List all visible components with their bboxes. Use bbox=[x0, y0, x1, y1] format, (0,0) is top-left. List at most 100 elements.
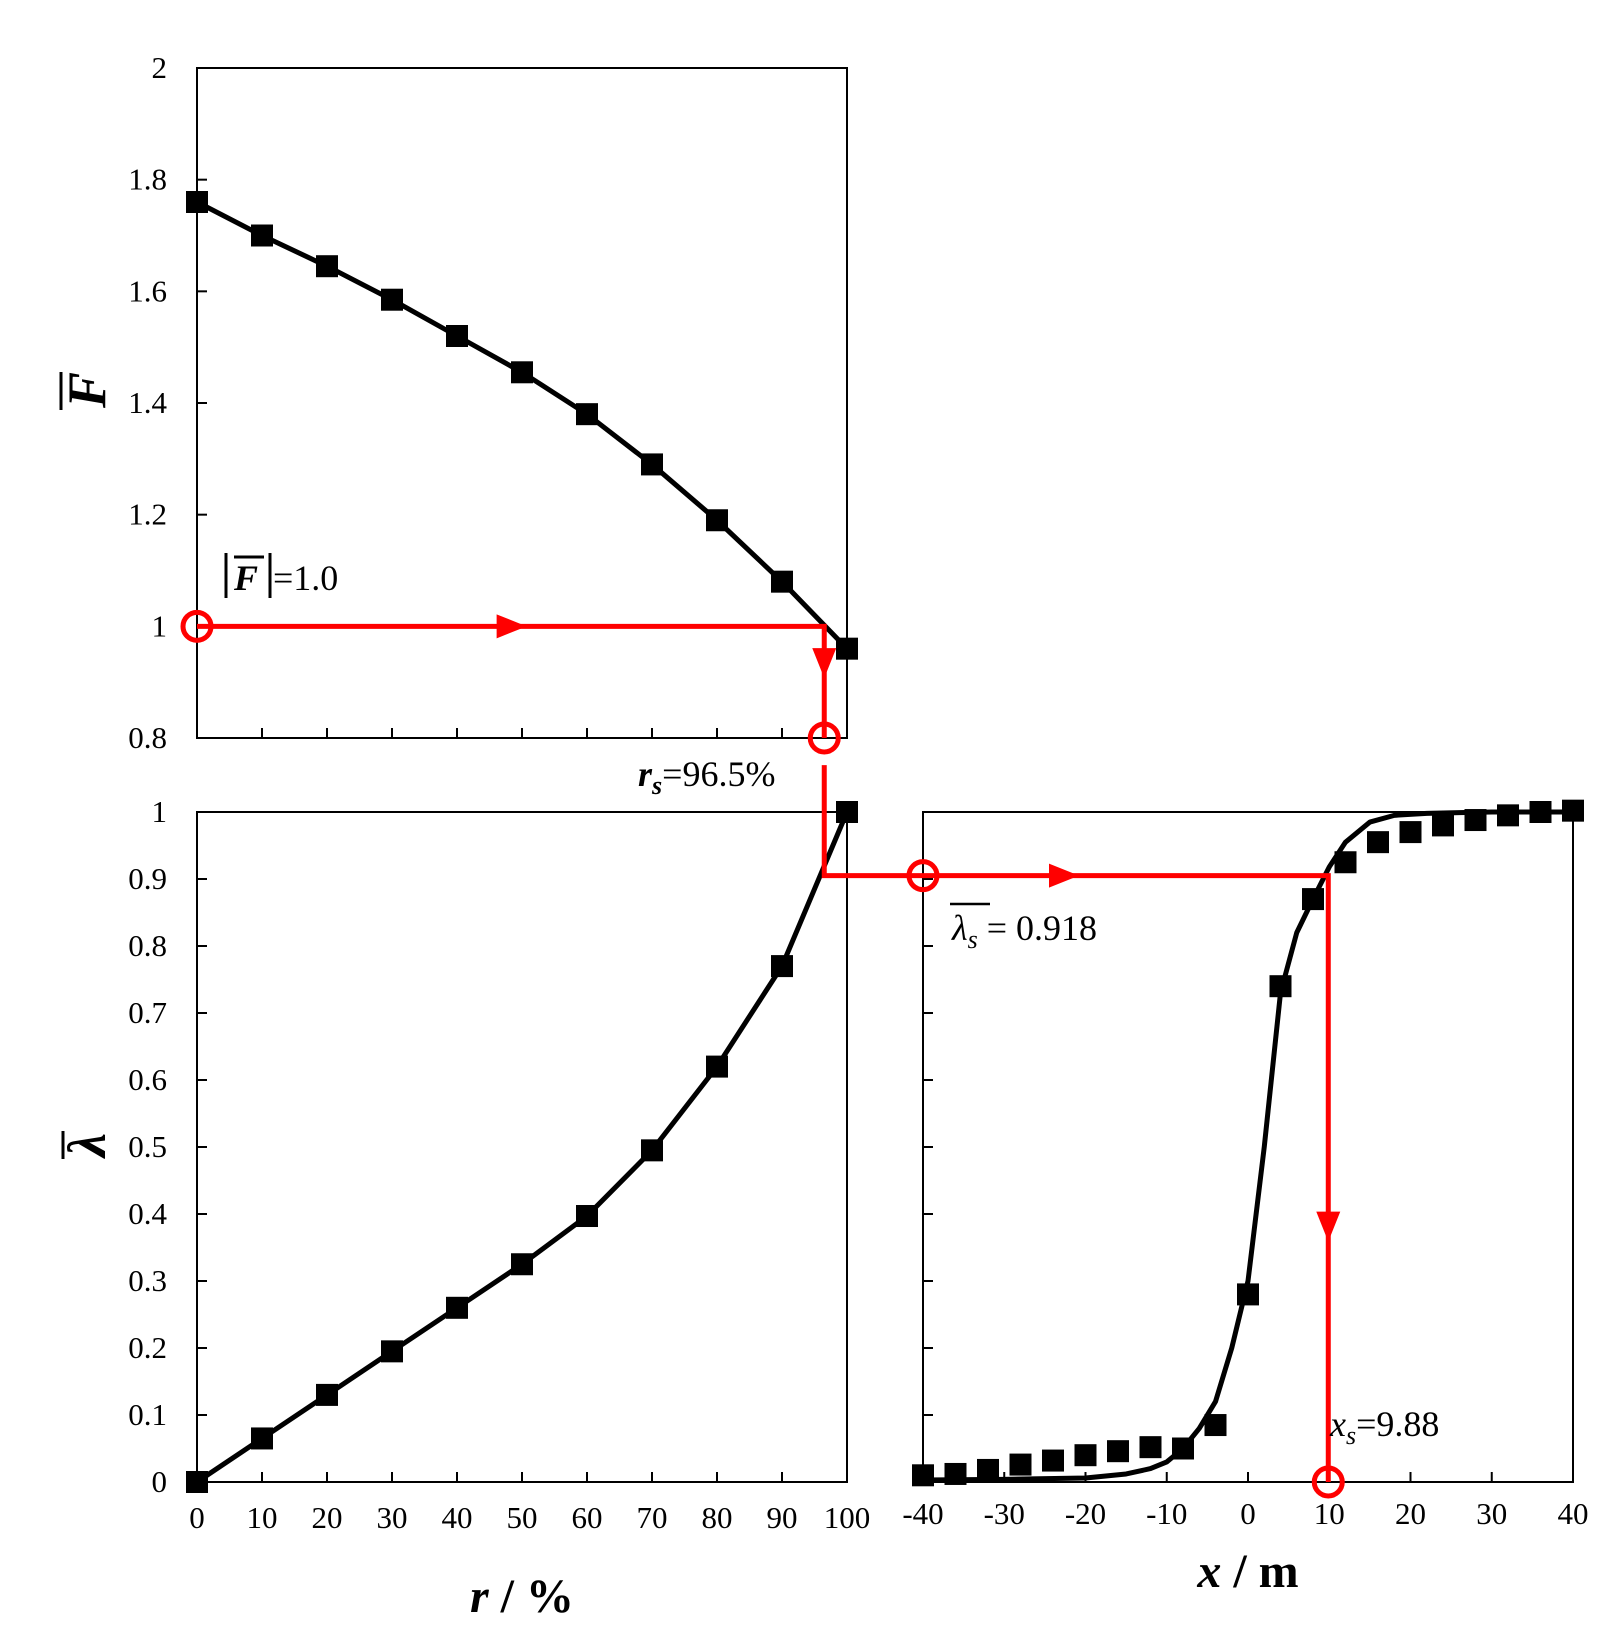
marker-circle bbox=[1311, 1465, 1345, 1499]
data-point-marker bbox=[836, 801, 858, 823]
series-bottom-right bbox=[912, 799, 1584, 1487]
data-point-marker bbox=[576, 1205, 598, 1228]
data-point-marker bbox=[446, 1296, 468, 1319]
y-label-top: F bbox=[57, 372, 117, 410]
annotation-lambda-s-text: λs = 0.918 bbox=[951, 908, 1097, 954]
x-tick-label: 10 bbox=[1314, 1496, 1345, 1531]
data-point-marker bbox=[1139, 1436, 1162, 1459]
panel-bottom-left: 0 0.1 0.2 0.3 0.4 0.5 0.6 0.7 0.8 0.9 1 0 10 20 30 40 5… bbox=[57, 794, 870, 1623]
x-tick-label: 80 bbox=[702, 1500, 733, 1535]
y-tick-label: 0.7 bbox=[128, 995, 167, 1030]
data-point-marker bbox=[706, 1055, 728, 1078]
x-ticks-top bbox=[196, 728, 848, 738]
arrow-head bbox=[496, 614, 527, 639]
data-point-marker bbox=[1432, 814, 1454, 837]
x-tick-label: 60 bbox=[572, 1500, 603, 1535]
y-tick-label: 0 bbox=[152, 1464, 168, 1499]
y-tick-label: 0.2 bbox=[128, 1330, 167, 1365]
data-point-marker bbox=[316, 1383, 338, 1406]
annotation-rs: rs=96.5% bbox=[638, 754, 775, 800]
data-point-marker bbox=[511, 361, 533, 384]
data-point-marker bbox=[641, 1139, 663, 1162]
data-point-marker bbox=[1302, 888, 1324, 911]
arrow-head bbox=[812, 648, 837, 679]
x-tick-label: 100 bbox=[824, 1500, 871, 1535]
annotation-F: F =1.0 bbox=[224, 553, 338, 598]
red-path-bottom-right bbox=[923, 873, 1331, 1482]
data-point-marker bbox=[251, 224, 273, 247]
data-point-marker bbox=[1172, 1437, 1194, 1460]
series-line bbox=[922, 809, 1573, 1483]
x-ticks-bottom-right: -40 -30 -20 -10 0 10 20 30 40 bbox=[902, 1472, 1589, 1531]
arrow-head bbox=[1049, 863, 1079, 888]
y-tick-label: 0.9 bbox=[128, 861, 167, 896]
series-top bbox=[186, 191, 858, 660]
data-point-marker bbox=[316, 255, 338, 278]
plot-frame-bottom-left bbox=[196, 811, 848, 1483]
data-point-marker bbox=[1562, 799, 1584, 822]
y-tick-label: 1.4 bbox=[128, 385, 167, 420]
data-point-marker bbox=[251, 1427, 273, 1450]
data-point-marker bbox=[1464, 809, 1487, 832]
red-path-top bbox=[197, 623, 827, 738]
y-axis-title-bottom-left: λ bbox=[57, 1133, 117, 1159]
x-tick-label: 0 bbox=[189, 1500, 205, 1535]
x-tick-label: 30 bbox=[1476, 1496, 1507, 1531]
data-point-marker bbox=[1334, 851, 1357, 874]
y-tick-label: 2 bbox=[152, 50, 168, 85]
x-tick-label: 20 bbox=[1395, 1496, 1426, 1531]
marker-circle bbox=[906, 859, 940, 893]
y-ticks-bottom-right bbox=[923, 811, 933, 1483]
y-tick-label: 0.4 bbox=[128, 1196, 167, 1231]
arrow-head bbox=[1316, 1211, 1341, 1242]
y-tick-label: 0.3 bbox=[128, 1263, 167, 1298]
y-tick-label: 0.1 bbox=[128, 1397, 167, 1432]
data-point-marker bbox=[771, 570, 793, 593]
data-point-marker bbox=[836, 637, 858, 660]
data-point-marker bbox=[1269, 975, 1292, 998]
data-point-marker bbox=[1529, 801, 1552, 823]
y-ticks-bottom-left: 0 0.1 0.2 0.3 0.4 0.5 0.6 0.7 0.8 0.9 1 bbox=[128, 794, 207, 1499]
x-tick-label: 10 bbox=[247, 1500, 278, 1535]
data-point-marker bbox=[381, 288, 403, 311]
data-point-marker bbox=[912, 1464, 934, 1487]
data-point-marker bbox=[381, 1340, 403, 1363]
x-tick-label: -30 bbox=[984, 1496, 1025, 1531]
annotation-xs: xs=9.88 bbox=[1329, 1404, 1439, 1450]
y-label-bottom-left: λ bbox=[57, 1131, 117, 1159]
y-tick-label: 1.8 bbox=[128, 162, 167, 197]
panel-bottom-right: -40 -30 -20 -10 0 10 20 30 40 x / m bbox=[902, 799, 1589, 1598]
y-ticks-top: 0.8 1 1.2 1.4 1.6 1.8 2 bbox=[128, 50, 207, 755]
data-point-marker bbox=[771, 955, 793, 978]
x-axis-title-bottom-left: r / % bbox=[470, 1570, 574, 1623]
data-point-marker bbox=[977, 1458, 999, 1481]
data-point-marker bbox=[1204, 1414, 1227, 1437]
x-tick-label: 70 bbox=[637, 1500, 668, 1535]
y-tick-label: 1 bbox=[152, 608, 168, 643]
annotation-F-symbol: F bbox=[233, 558, 258, 598]
x-axis-title-bottom-right: x / m bbox=[1196, 1545, 1298, 1598]
data-point-marker bbox=[1237, 1283, 1259, 1306]
data-point-marker bbox=[1399, 821, 1422, 844]
data-point-marker bbox=[1107, 1440, 1129, 1463]
data-point-marker bbox=[576, 403, 598, 426]
data-point-marker bbox=[511, 1253, 533, 1276]
data-point-marker bbox=[1009, 1453, 1032, 1476]
x-tick-label: -40 bbox=[902, 1496, 943, 1531]
x-tick-label: 0 bbox=[1240, 1496, 1256, 1531]
x-tick-label: 20 bbox=[312, 1500, 343, 1535]
marker-circle bbox=[180, 609, 214, 643]
data-point-marker bbox=[1497, 804, 1519, 827]
y-tick-label: 0.5 bbox=[128, 1129, 167, 1164]
x-tick-label: 30 bbox=[377, 1500, 408, 1535]
data-point-marker bbox=[706, 509, 728, 532]
marker-circle bbox=[807, 721, 841, 755]
series-bottom-left bbox=[186, 801, 858, 1493]
plot-frame-top bbox=[196, 67, 848, 739]
x-tick-label: 40 bbox=[442, 1500, 473, 1535]
data-point-marker bbox=[186, 191, 208, 213]
x-ticks-bottom-left: 0 10 20 30 40 50 60 70 80 90 100 bbox=[189, 1472, 870, 1535]
x-tick-label: 40 bbox=[1558, 1496, 1589, 1531]
x-tick-label: -10 bbox=[1146, 1496, 1187, 1531]
data-point-marker bbox=[1042, 1449, 1064, 1472]
